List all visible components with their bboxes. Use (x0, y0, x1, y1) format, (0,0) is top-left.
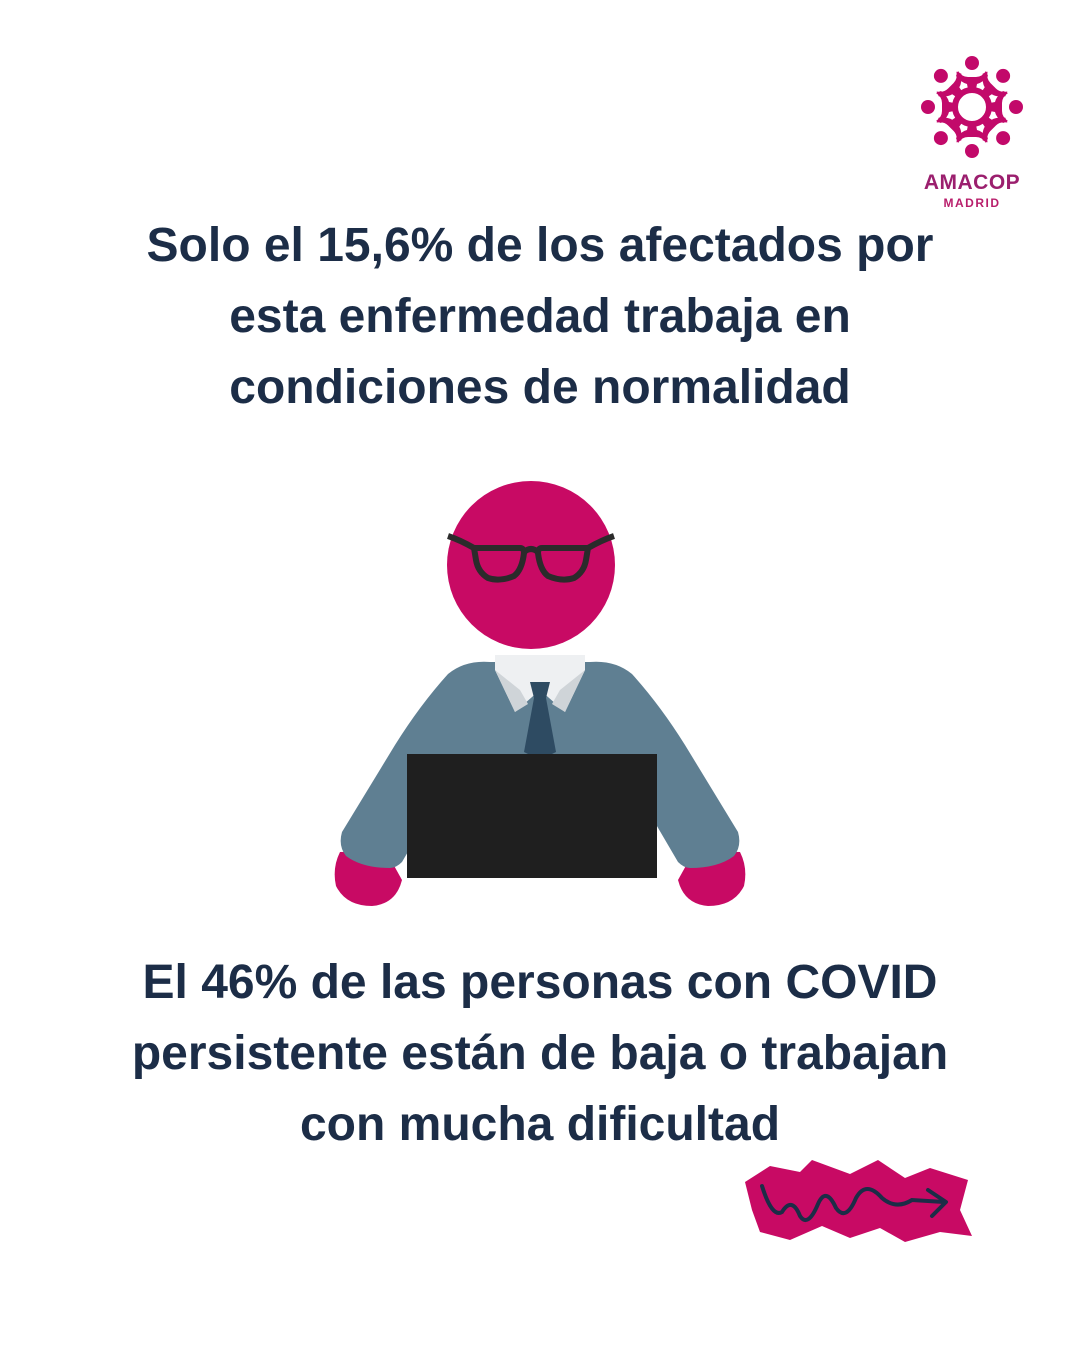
headline-bottom-line: El 46% de las personas con COVID (142, 956, 938, 1009)
headline-top: Solo el 15,6% de los afectados por esta … (80, 210, 1000, 423)
laptop (407, 754, 657, 878)
head (447, 481, 615, 649)
logo-subname: MADRID (943, 196, 1001, 210)
headline-top-line: Solo el 15,6% de los afectados por (146, 219, 934, 272)
squiggle-arrowhead (926, 1188, 948, 1218)
headline-bottom-line: persistente están de baja o trabajan (131, 1027, 949, 1080)
amacop-logo: AMACOP MADRID (912, 52, 1032, 212)
tie (524, 682, 556, 760)
logo-name: AMACOP (923, 171, 1021, 194)
squiggle-line (760, 1184, 946, 1222)
shirt-shadow (495, 670, 528, 712)
squiggle-blob (745, 1160, 972, 1242)
people-ring-logo-icon (921, 56, 1023, 158)
shirt-shadow (552, 670, 585, 712)
glasses-icon (447, 533, 615, 583)
headline-bottom-line: con mucha dificultad (299, 1098, 781, 1151)
headline-top-line: condiciones de normalidad (229, 361, 851, 414)
suit-body (340, 661, 740, 868)
headline-bottom: El 46% de las personas con COVID persist… (80, 947, 1000, 1160)
headline-top-line: esta enfermedad trabaja en (229, 290, 851, 343)
